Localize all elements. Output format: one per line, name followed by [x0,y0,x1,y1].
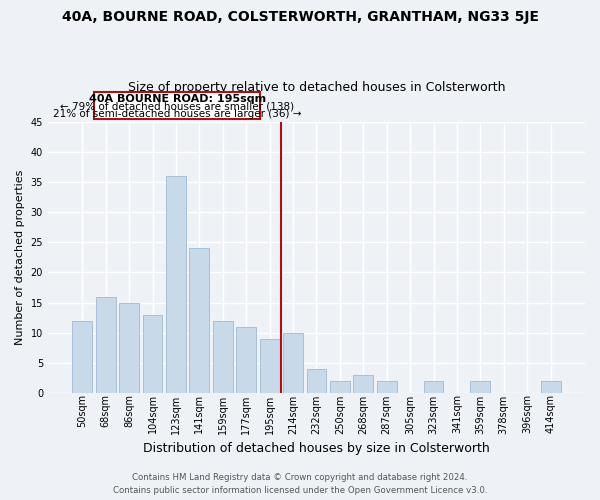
Text: Contains HM Land Registry data © Crown copyright and database right 2024.
Contai: Contains HM Land Registry data © Crown c… [113,474,487,495]
Bar [353,375,373,393]
Text: 21% of semi-detached houses are larger (36) →: 21% of semi-detached houses are larger (… [53,109,301,119]
Bar [377,381,397,393]
X-axis label: Distribution of detached houses by size in Colsterworth: Distribution of detached houses by size … [143,442,490,455]
Bar [213,320,233,393]
Text: 40A BOURNE ROAD: 195sqm: 40A BOURNE ROAD: 195sqm [89,94,266,104]
Bar [283,332,303,393]
Bar [236,326,256,393]
FancyBboxPatch shape [94,92,260,119]
Bar [260,338,280,393]
Bar [190,248,209,393]
Text: ← 79% of detached houses are smaller (138): ← 79% of detached houses are smaller (13… [60,102,294,112]
Bar [307,369,326,393]
Text: 40A, BOURNE ROAD, COLSTERWORTH, GRANTHAM, NG33 5JE: 40A, BOURNE ROAD, COLSTERWORTH, GRANTHAM… [62,10,539,24]
Bar [143,314,163,393]
Bar [470,381,490,393]
Bar [424,381,443,393]
Bar [330,381,350,393]
Bar [96,296,116,393]
Bar [166,176,186,393]
Bar [73,320,92,393]
Y-axis label: Number of detached properties: Number of detached properties [15,170,25,345]
Title: Size of property relative to detached houses in Colsterworth: Size of property relative to detached ho… [128,81,505,94]
Bar [119,302,139,393]
Bar [541,381,560,393]
